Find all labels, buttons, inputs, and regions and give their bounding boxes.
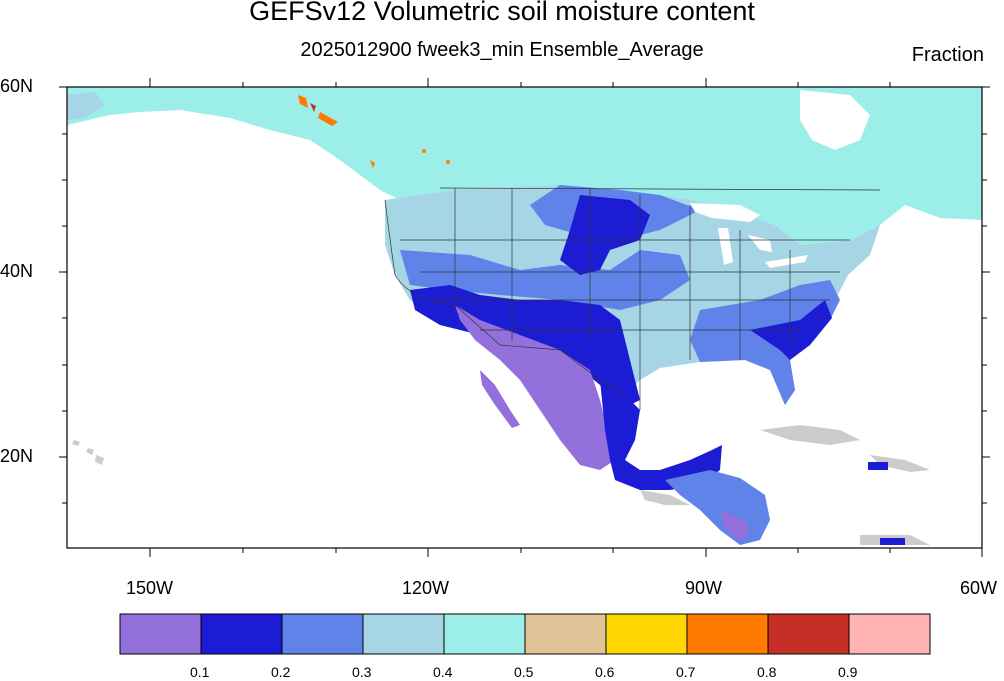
colorbar xyxy=(119,613,931,655)
lat-label-60n: 60N xyxy=(0,76,34,96)
colorbar-swatch xyxy=(686,613,769,655)
colorbar-label: 0.1 xyxy=(190,664,210,680)
political-borders xyxy=(384,187,881,410)
colorbar-label: 0.2 xyxy=(271,664,291,680)
map-subtitle: 2025012900 fweek3_min Ensemble_Average xyxy=(300,39,704,61)
lon-label-120w: 120W xyxy=(402,578,450,598)
colorbar-label: 0.5 xyxy=(514,664,534,680)
colorbar-swatch xyxy=(767,613,850,655)
colorbar-label: 0.8 xyxy=(757,664,777,680)
map-title: GEFSv12 Volumetric soil moisture content xyxy=(249,0,755,26)
colorbar-swatch xyxy=(281,613,364,655)
colorbar-swatch xyxy=(443,613,526,655)
lat-label-40n: 40N xyxy=(0,261,34,281)
units-label: Fraction xyxy=(911,44,984,66)
colorbar-label: 0.7 xyxy=(676,664,696,680)
colorbar-label: 0.6 xyxy=(595,664,615,680)
colorbar-swatch xyxy=(119,613,202,655)
colorbar-label: 0.3 xyxy=(352,664,372,680)
lon-label-60w: 60W xyxy=(960,578,998,598)
colorbar-label: 0.9 xyxy=(838,664,858,680)
colorbar-swatch xyxy=(848,613,931,655)
map-ticks xyxy=(59,78,990,557)
colorbar-swatch xyxy=(362,613,445,655)
colorbar-swatch xyxy=(200,613,283,655)
lon-label-90w: 90W xyxy=(685,578,723,598)
colorbar-label: 0.4 xyxy=(433,664,453,680)
map-fill-layer xyxy=(67,87,982,545)
colorbar-swatch xyxy=(605,613,688,655)
mexico-region xyxy=(455,305,615,470)
lon-label-150w: 150W xyxy=(126,578,174,598)
colorbar-swatch xyxy=(524,613,607,655)
canada-region xyxy=(67,87,982,245)
lat-label-20n: 20N xyxy=(0,446,34,466)
